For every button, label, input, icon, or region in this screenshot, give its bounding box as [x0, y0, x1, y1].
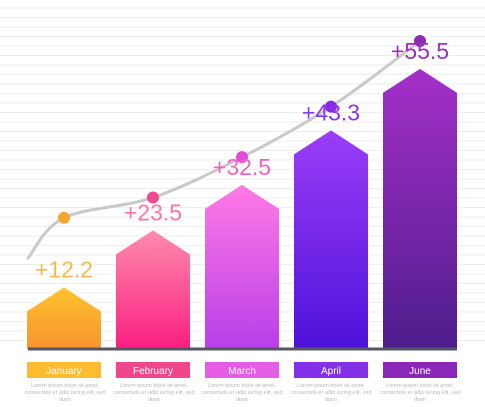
category-label-january: January: [46, 366, 82, 377]
category-label-march: March: [228, 366, 256, 377]
value-label-june: +55.5: [391, 38, 449, 64]
bar-caption-february: Lorem ipsum dolor sit amet, consectetu e…: [113, 383, 195, 403]
bar-february: [116, 230, 190, 349]
value-label-march: +32.5: [213, 154, 271, 180]
value-label-january: +12.2: [35, 256, 93, 282]
trend-marker: [414, 35, 426, 48]
category-label-february: February: [133, 366, 173, 377]
bars: [27, 68, 457, 349]
category-tag-april: [294, 362, 368, 378]
category-tag-june: [383, 362, 457, 378]
trend-marker: [236, 151, 248, 164]
category-label-april: April: [321, 366, 341, 377]
bar-caption-january: Lorem ipsum dolor sit amet, consectetu e…: [24, 383, 106, 403]
bar-caption-april: Lorem ipsum dolor sit amet, consectetu e…: [290, 383, 372, 403]
category-tags: January February March April June: [27, 362, 457, 378]
category-tag-january: [27, 362, 101, 378]
bar-june: [383, 68, 457, 349]
trend-line-group: [26, 35, 426, 260]
category-label-june: June: [409, 366, 431, 377]
trend-marker: [325, 100, 337, 113]
bar-march: [205, 184, 279, 349]
bar-april: [294, 130, 368, 349]
value-label-april: +43.3: [302, 99, 360, 125]
trend-marker: [58, 211, 70, 224]
bar-caption-june: Lorem ipsum dolor sit amet, consectetu e…: [379, 383, 461, 403]
bar-caption-march: Lorem ipsum dolor sit amet, consectetu e…: [201, 383, 283, 403]
category-tag-march: [205, 362, 279, 378]
trend-marker: [147, 191, 159, 204]
bar-january: [27, 287, 101, 349]
category-tag-february: [116, 362, 190, 378]
value-labels: +12.2 +23.5 +32.5 +43.3 +55.5: [35, 38, 449, 283]
value-label-february: +23.5: [124, 199, 182, 225]
